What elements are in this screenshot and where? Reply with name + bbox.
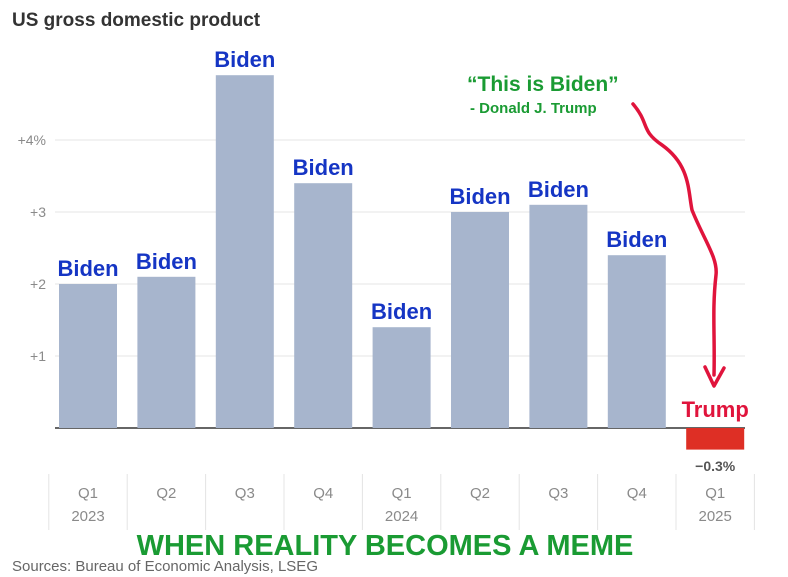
bar-q2-2023 [137, 276, 196, 428]
y-tick-label: +3 [30, 204, 46, 220]
bar-q3-2024 [529, 204, 588, 428]
bar-q1-2024 [372, 327, 431, 428]
chart-title: US gross domestic product [12, 10, 261, 31]
quote-attribution: - Donald J. Trump [470, 100, 597, 117]
bar-q2-2024 [451, 212, 509, 428]
value-label: −0.3% [695, 458, 736, 474]
bar-annotation: Biden [214, 47, 275, 72]
bar-q4-2023 [294, 183, 353, 428]
labels-layer: Biden Biden Biden Biden Biden Biden Biden Biden… [57, 47, 748, 525]
x-tick-quarter: Q3 [548, 485, 568, 502]
bar-annotation: Biden [528, 177, 589, 202]
x-tick-quarter: Q1 [705, 485, 725, 502]
bar-q1-2025 [686, 428, 745, 450]
quote-text: “This is Biden” [467, 73, 619, 96]
bar-annotation: Trump [682, 397, 749, 422]
y-tick-label: +1 [30, 348, 46, 364]
source-note: Sources: Bureau of Economic Analysis, LS… [12, 558, 318, 575]
bar-annotation: Biden [57, 256, 118, 281]
x-tick-quarter: Q1 [78, 485, 98, 502]
x-tick-quarter: Q4 [313, 485, 333, 502]
x-tick-quarter: Q2 [156, 485, 176, 502]
y-tick-label: +4% [18, 132, 46, 148]
x-tick-year: 2023 [71, 508, 104, 525]
bar-annotation: Biden [606, 227, 667, 252]
bar-q1-2023 [59, 284, 117, 428]
x-tick-quarter: Q2 [470, 485, 490, 502]
x-tick-year: 2024 [385, 508, 418, 525]
annotation-arrowhead [703, 365, 726, 388]
bar-q4-2024 [607, 255, 666, 428]
y-tick-label: +2 [30, 276, 46, 292]
x-tick-quarter: Q4 [627, 485, 647, 502]
meme-caption: WHEN REALITY BECOMES A MEME [137, 530, 634, 562]
x-tick-quarter: Q1 [392, 485, 412, 502]
bars-layer [59, 75, 745, 450]
bar-q3-2023 [215, 75, 274, 428]
bar-annotation: Biden [449, 184, 510, 209]
x-tick-year: 2025 [699, 508, 732, 525]
bar-annotation: Biden [136, 249, 197, 274]
bar-annotation: Biden [371, 299, 432, 324]
x-tick-quarter: Q3 [235, 485, 255, 502]
bar-annotation: Biden [293, 155, 354, 180]
annotation-arrow [631, 102, 718, 377]
